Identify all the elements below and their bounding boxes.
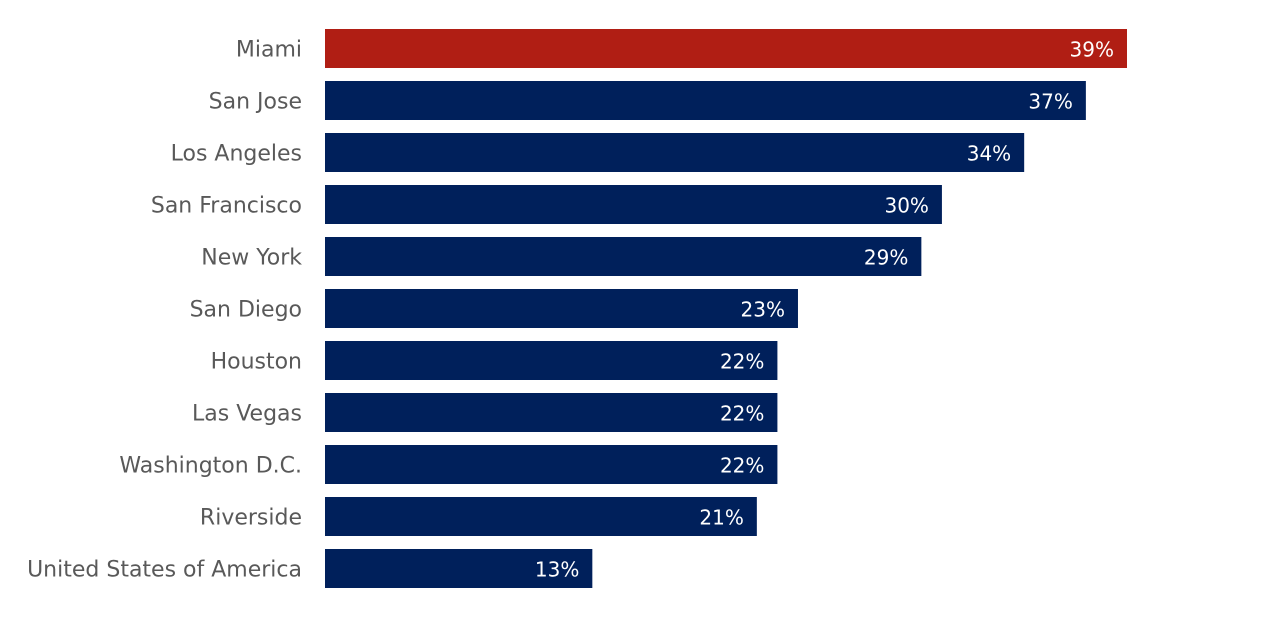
value-label: 29% <box>864 246 908 270</box>
category-label: New York <box>201 246 302 271</box>
value-label: 22% <box>720 402 764 426</box>
bar <box>325 497 757 536</box>
bar <box>325 289 798 328</box>
category-label: San Francisco <box>151 194 302 219</box>
bar <box>325 29 1127 68</box>
value-label: 39% <box>1070 38 1114 62</box>
category-label: Riverside <box>200 506 302 531</box>
value-label: 30% <box>884 194 928 218</box>
category-label: Houston <box>211 350 302 375</box>
category-label: United States of America <box>27 558 302 583</box>
category-label: San Diego <box>190 298 302 323</box>
value-label: 21% <box>699 506 743 530</box>
category-labels: Miami San Jose Los Angeles San Francisco New… <box>27 38 302 583</box>
bar <box>325 393 778 432</box>
value-label: 13% <box>535 558 579 582</box>
category-label: Washington D.C. <box>119 454 302 479</box>
bar <box>325 341 778 380</box>
value-label: 34% <box>967 142 1011 166</box>
bar <box>325 133 1025 172</box>
category-label: San Jose <box>209 90 302 115</box>
bar <box>325 237 922 276</box>
category-label: Las Vegas <box>192 402 302 427</box>
value-labels: 39% 37% 34% 30% 29% 23% 22% 22% 22% 21% 13% <box>535 38 1114 582</box>
bar <box>325 549 593 588</box>
category-label: Miami <box>236 38 302 63</box>
bar <box>325 185 942 224</box>
value-label: 37% <box>1028 90 1072 114</box>
value-label: 22% <box>720 350 764 374</box>
bars-layer <box>325 29 1127 588</box>
bar <box>325 445 778 484</box>
bar <box>325 81 1086 120</box>
category-label: Los Angeles <box>171 142 302 167</box>
value-label: 22% <box>720 454 764 478</box>
value-label: 23% <box>741 298 785 322</box>
